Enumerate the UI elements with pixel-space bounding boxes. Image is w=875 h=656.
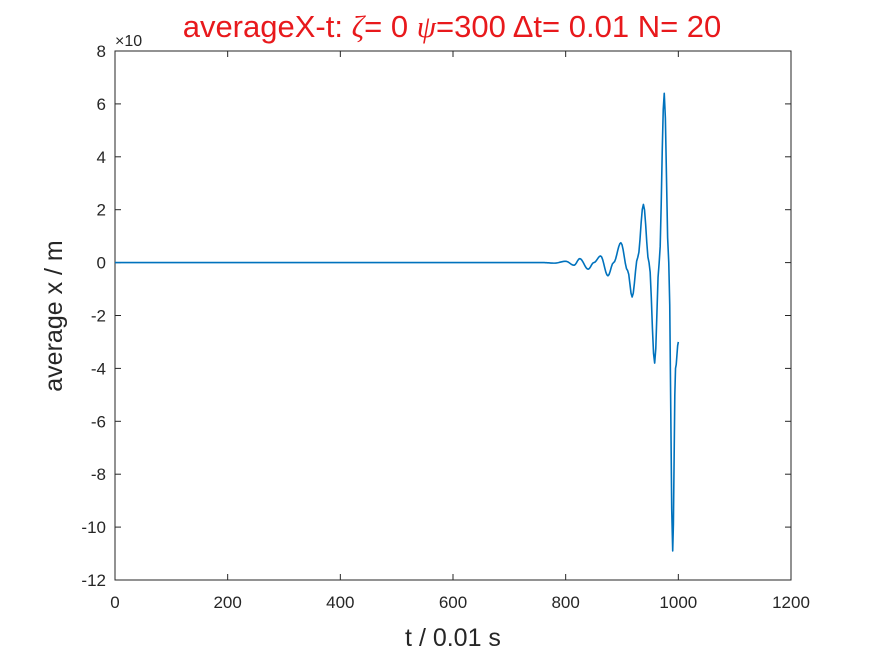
y-tick-label: -8 [91,465,106,484]
y-tick-label: 8 [97,42,106,61]
x-tick-label: 600 [439,593,467,612]
x-tick-label: 1000 [659,593,697,612]
y-tick-label: 6 [97,95,106,114]
title-zeta-text: = 0 [364,9,417,44]
x-tick-label: 400 [326,593,354,612]
x-tick-label: 800 [551,593,579,612]
y-tick-label: 4 [97,148,106,167]
y-tick-label: 0 [97,254,106,273]
x-tick-label: 200 [213,593,241,612]
x-tick-label: 1200 [772,593,810,612]
title-zeta-symbol: ζ [352,9,367,44]
line-layer [115,92,680,552]
chart-title: averageX-t: ζ= 0 ψ=300 Δt= 0.01 N= 20 [183,9,722,44]
y-tick-label: -2 [91,307,106,326]
y-tick-label: -12 [81,571,106,590]
y-tick-label: -10 [81,518,106,537]
series-line [115,92,680,552]
title-rest: =300 Δt= 0.01 N= 20 [436,9,721,44]
y-tick-label: -4 [91,359,106,378]
plot-frame [114,50,792,581]
y-tick-label: 2 [97,201,106,220]
title-psi-symbol: ψ [417,9,437,44]
title-prefix: averageX-t: [183,9,352,44]
x-tick-label: 0 [110,593,119,612]
plot-area [114,50,792,581]
y-tick-label: -6 [91,412,106,431]
y-exponent-label: ×10 [115,33,142,50]
x-axis-label: t / 0.01 s [405,624,501,652]
y-axis-label: average x / m [40,240,68,391]
ticks: 0 200 400 600 800 1000 1200 -12 -10 -8 -6 -4 -2 0 2 4 6 8 [81,42,809,612]
